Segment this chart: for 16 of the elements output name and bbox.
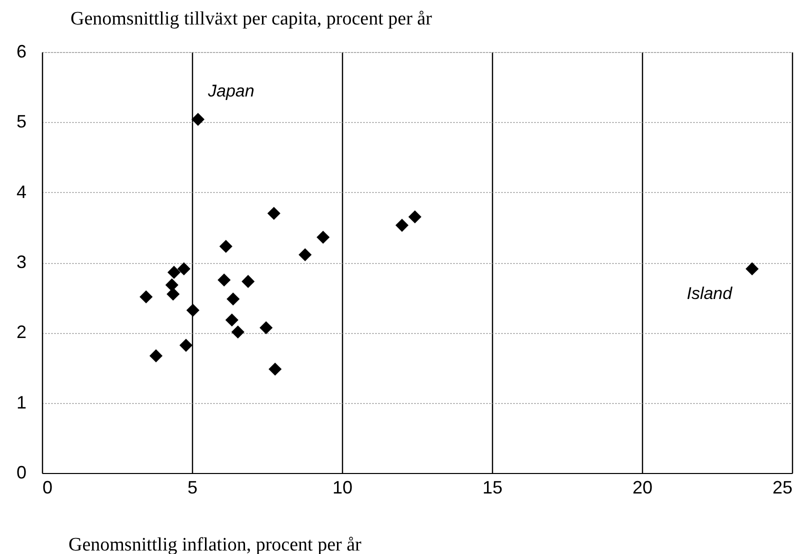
y-tick-label: 3 (16, 252, 26, 272)
x-tick-label: 10 (332, 478, 353, 498)
y-tick-label: 5 (16, 112, 26, 132)
annotation: Island (686, 284, 733, 303)
y-tick-label: 2 (16, 322, 26, 342)
y-tick-label: 0 (16, 462, 26, 482)
y-tick-label: 4 (16, 182, 26, 202)
y-tick-label: 1 (16, 392, 26, 412)
y-tick-label: 6 (16, 42, 26, 62)
annotation: Japan (207, 81, 254, 100)
y-axis-title: Genomsnittlig tillväxt per capita, procent per år (70, 8, 433, 30)
x-tick-label: 15 (482, 478, 503, 498)
x-tick-label: 5 (187, 478, 198, 498)
x-tick-label: 0 (42, 478, 53, 498)
x-tick-label: 20 (632, 478, 653, 498)
x-tick-label: 25 (772, 478, 792, 498)
